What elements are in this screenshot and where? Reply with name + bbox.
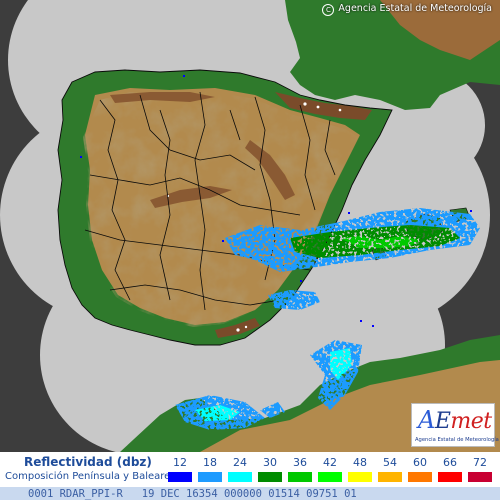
- echo-speckles: [80, 75, 472, 327]
- legend-tick-label: 60: [413, 456, 427, 469]
- copyright-icon: C: [322, 4, 335, 16]
- precipitation-echoes: [175, 208, 480, 430]
- legend-title: Reflectividad (dbz): [24, 455, 152, 469]
- legend-swatch: [168, 472, 192, 482]
- legend-color-swatches: [168, 472, 498, 482]
- legend-tick-label: 18: [203, 456, 217, 469]
- legend-tick-label: 72: [473, 456, 487, 469]
- aemet-logo: AEmet Agencia Estatal de Meteorología: [411, 403, 499, 447]
- legend-swatch: [258, 472, 282, 482]
- status-text: 0001 RDAR_PPI-R 19 DEC 16354 000000 0151…: [28, 487, 357, 500]
- pyrenees: [275, 92, 372, 120]
- echo-alboran-inner: [195, 405, 240, 421]
- coastline: [57, 69, 393, 346]
- legend-subtitle: Composición Península y Baleares: [5, 471, 176, 482]
- legend-swatch: [408, 472, 432, 482]
- legend-tick-labels: 12 18 24 30 36 42 48 54 60 66 72: [168, 456, 498, 469]
- status-bar: 0001 RDAR_PPI-R 19 DEC 16354 000000 0151…: [0, 487, 500, 500]
- reflectivity-legend: Reflectividad (dbz) Composición Penínsul…: [0, 452, 500, 487]
- legend-tick-label: 48: [353, 456, 367, 469]
- iberian-system: [245, 140, 295, 200]
- legend-swatch: [348, 472, 372, 482]
- land-france-relief: [380, 0, 500, 60]
- legend-tick-label: 36: [293, 456, 307, 469]
- cantabrian-range: [110, 92, 215, 103]
- legend-tick-label: 54: [383, 456, 397, 469]
- echo-algeria-inner: [330, 348, 352, 380]
- echo-band-east-cells: [340, 236, 420, 248]
- aemet-tagline: Agencia Estatal de Meteorología: [415, 437, 499, 443]
- sierra-nevada: [215, 318, 260, 338]
- legend-tick-label: 66: [443, 456, 457, 469]
- radar-map: [0, 0, 500, 452]
- echo-murcia: [268, 290, 320, 310]
- legend-tick-label: 42: [323, 456, 337, 469]
- legend-tick-label: 12: [173, 456, 187, 469]
- legend-swatch: [198, 472, 222, 482]
- legend-swatch: [288, 472, 312, 482]
- aemet-wordmark: AEmet: [418, 406, 492, 434]
- legend-tick-label: 24: [233, 456, 247, 469]
- copyright-notice: C Agencia Estatal de Meteorología: [322, 3, 492, 16]
- legend-swatch: [318, 472, 342, 482]
- echo-scatter: [260, 402, 285, 418]
- legend-swatch: [468, 472, 492, 482]
- legend-swatch: [378, 472, 402, 482]
- legend-swatch: [228, 472, 252, 482]
- legend-tick-label: 30: [263, 456, 277, 469]
- legend-swatch: [438, 472, 462, 482]
- central-system: [150, 186, 232, 208]
